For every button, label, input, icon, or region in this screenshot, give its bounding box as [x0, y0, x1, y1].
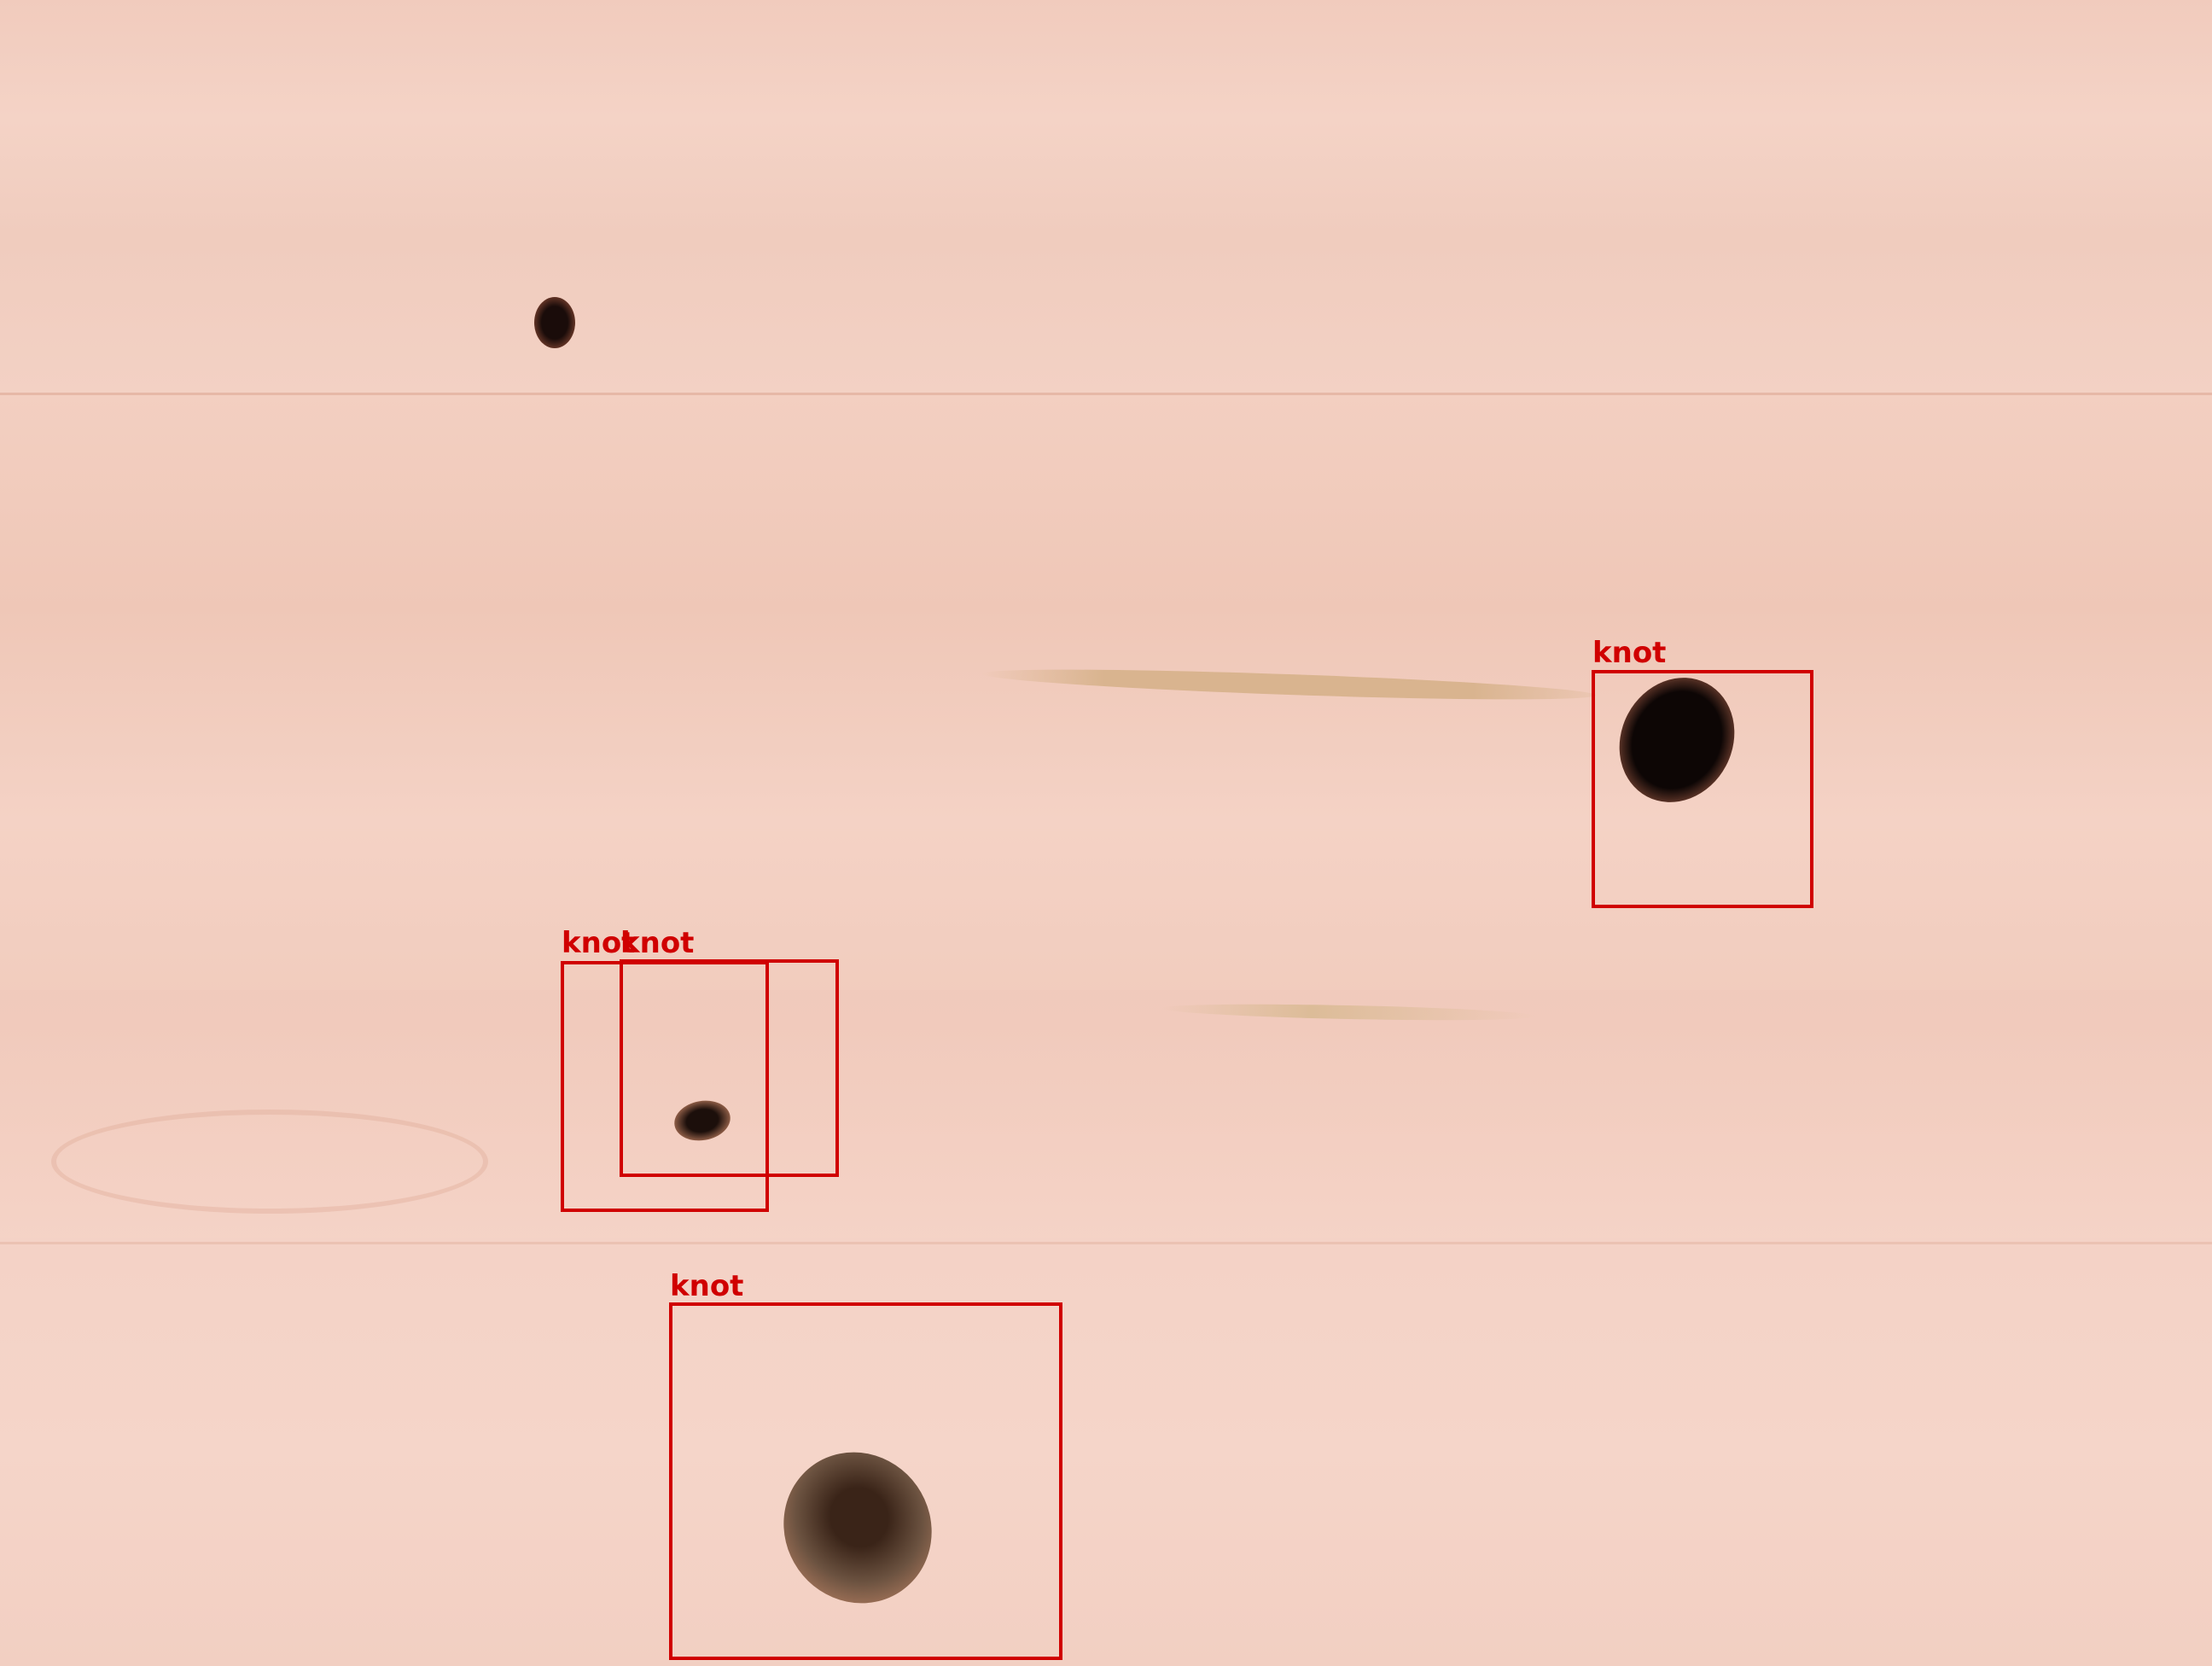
detection-box-3 [620, 959, 839, 1177]
detection-label-4: knot [670, 1269, 744, 1303]
detection-box-1 [1592, 670, 1813, 908]
detection-box-2 [561, 961, 769, 1212]
grain-ellipse [51, 1110, 488, 1214]
detection-label-3: knot [620, 926, 695, 960]
plank-bottom [0, 1238, 2212, 1666]
detection-box-4 [669, 1302, 1062, 1660]
plank-seam [0, 1242, 2212, 1244]
plank-seam [0, 393, 2212, 395]
detection-label-2: knot [562, 926, 636, 960]
plank-top [0, 0, 2212, 394]
detection-label-1: knot [1592, 636, 1667, 670]
knot-small-top [534, 297, 575, 348]
